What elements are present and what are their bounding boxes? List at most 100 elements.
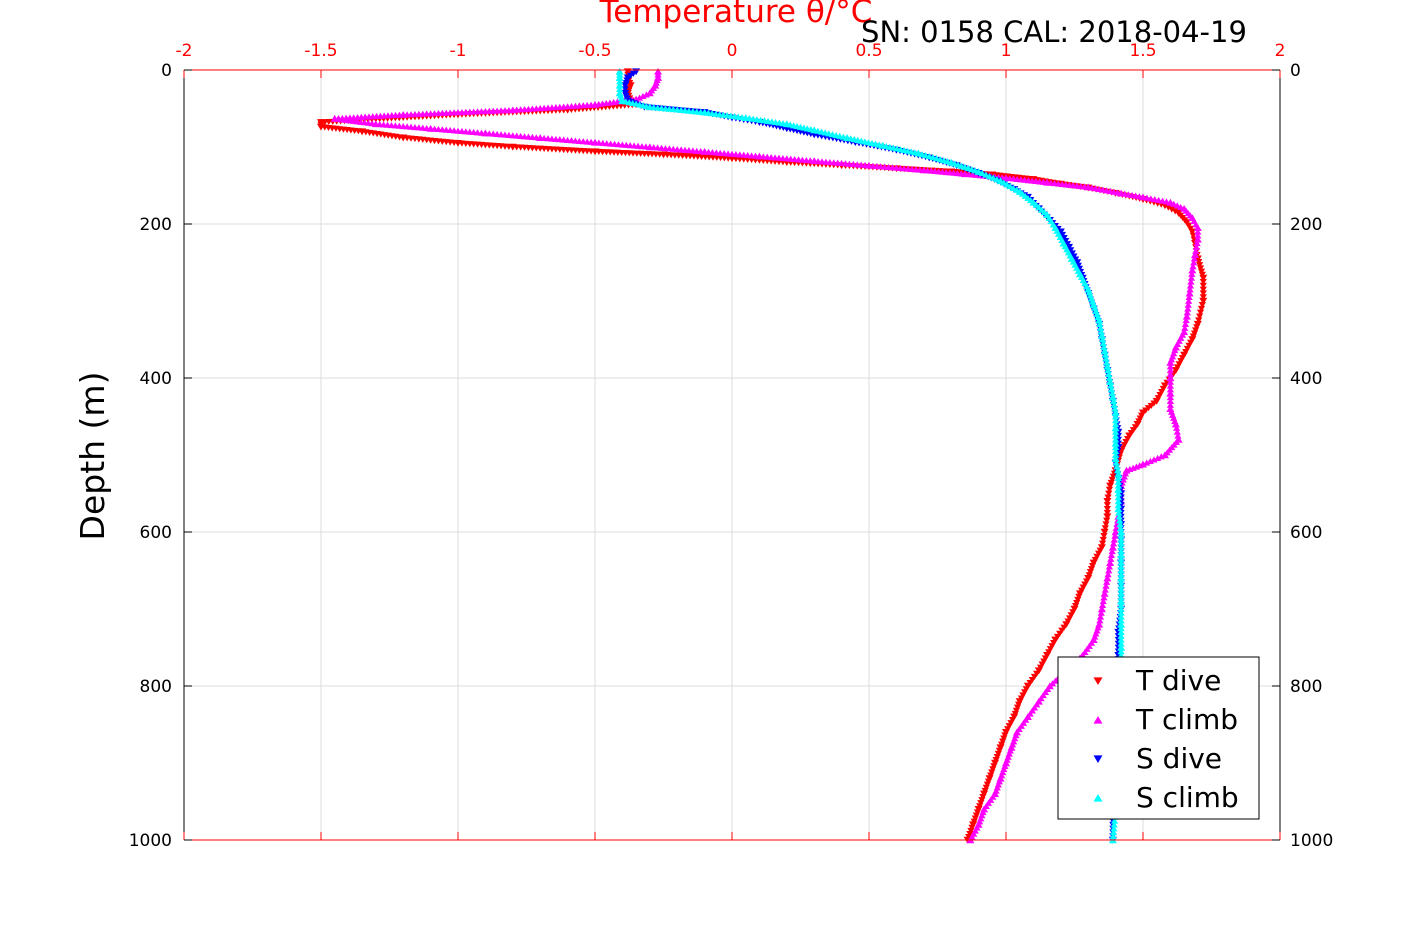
- profile-marker: [1117, 582, 1125, 589]
- profile-marker: [1099, 340, 1107, 347]
- legend-marker: [1093, 755, 1103, 764]
- profile-marker: [1117, 567, 1125, 574]
- profile-marker: [1166, 397, 1174, 404]
- profile-marker: [1095, 550, 1103, 557]
- profile-marker: [1106, 559, 1114, 566]
- profile-marker: [1097, 609, 1105, 616]
- profile-marker: [1110, 817, 1119, 824]
- profile-marker: [1069, 609, 1077, 616]
- y-tick-labels-right: 0 200 400 600 800 1000: [1290, 61, 1333, 851]
- profile-marker: [1040, 658, 1048, 665]
- profile-marker: [1105, 563, 1114, 570]
- axes-frame: [183, 69, 1281, 841]
- profile-marker: [1098, 601, 1107, 609]
- profile-marker: [991, 760, 999, 767]
- profile-marker: [1058, 627, 1066, 634]
- profile-marker: [1181, 324, 1189, 331]
- legend-box: [1057, 656, 1260, 820]
- profile-marker: [1057, 228, 1065, 235]
- profile-marker: [1086, 569, 1094, 576]
- profile-marker: [1194, 321, 1202, 328]
- profile-marker: [1098, 332, 1106, 339]
- profile-marker: [1183, 345, 1191, 352]
- series-s-climb: [615, 67, 1126, 844]
- profile-marker: [975, 168, 983, 175]
- profile-marker: [970, 818, 978, 825]
- profile-marker: [966, 830, 974, 838]
- profile-marker: [1112, 451, 1120, 458]
- profile-marker: [616, 71, 624, 78]
- profile-marker: [1065, 244, 1073, 251]
- legend-marker: [1093, 793, 1103, 802]
- profile-marker: [1019, 692, 1027, 699]
- profile-marker: [1168, 206, 1176, 213]
- profile-marker: [1104, 494, 1112, 501]
- profile-marker: [1058, 231, 1067, 239]
- profile-marker: [1117, 601, 1125, 609]
- profile-marker: [972, 812, 981, 819]
- profile-marker: [979, 794, 987, 801]
- profile-marker: [975, 806, 983, 813]
- profile-marker: [1117, 640, 1125, 647]
- profile-marker: [1117, 598, 1125, 605]
- profile-marker: [1190, 259, 1198, 266]
- profile-marker: [1016, 698, 1024, 705]
- profile-marker: [1000, 735, 1008, 742]
- profile-marker: [1041, 655, 1050, 662]
- profile-marker: [1085, 572, 1093, 579]
- profile-marker: [1117, 544, 1125, 551]
- profile-marker: [1150, 456, 1158, 463]
- profile-marker: [1116, 517, 1124, 524]
- profile-marker: [1064, 618, 1072, 625]
- profile-marker: [1115, 509, 1123, 516]
- profile-marker: [1199, 290, 1207, 297]
- profile-marker: [1196, 309, 1205, 316]
- profile-marker: [1122, 439, 1130, 446]
- profile-marker: [1143, 459, 1151, 466]
- data-series: [317, 67, 1208, 844]
- y-tick-label-right: 600: [1290, 523, 1322, 543]
- profile-marker: [1187, 278, 1195, 285]
- profile-marker: [1125, 432, 1133, 439]
- profile-marker: [1101, 347, 1109, 354]
- profile-marker: [1117, 532, 1125, 539]
- profile-marker: [1060, 624, 1068, 631]
- profile-marker: [1114, 497, 1122, 505]
- profile-marker: [1192, 327, 1200, 334]
- profile-marker: [1103, 578, 1111, 585]
- profile-marker: [1195, 317, 1203, 324]
- profile-marker: [1182, 348, 1190, 356]
- profile-marker: [985, 775, 994, 782]
- profile-marker: [1198, 301, 1206, 309]
- profile-marker: [1194, 228, 1202, 235]
- profile-marker: [654, 71, 662, 78]
- profile-marker: [1175, 361, 1183, 368]
- profile-marker: [984, 778, 993, 785]
- profile-marker: [1117, 551, 1125, 558]
- profile-marker: [1068, 250, 1076, 257]
- profile-marker: [985, 173, 994, 180]
- profile-marker: [1073, 599, 1081, 607]
- profile-marker: [1010, 713, 1018, 721]
- profile-marker: [1184, 301, 1192, 308]
- profile-marker: [1114, 471, 1122, 478]
- chart-subtitle: SN: 0158 CAL: 2018-04-19: [861, 15, 1247, 49]
- profile-marker: [1189, 263, 1197, 270]
- profile-marker: [1002, 729, 1010, 736]
- profile-marker: [616, 68, 624, 75]
- profile-marker: [1117, 559, 1125, 566]
- profile-marker: [1112, 528, 1120, 535]
- y-tick-label-right: 1000: [1290, 831, 1333, 851]
- profile-marker: [1043, 652, 1051, 659]
- legend-marker: [1093, 677, 1103, 686]
- profile-marker: [1117, 617, 1125, 624]
- profile-marker: [1117, 621, 1125, 628]
- profile-marker: [616, 74, 624, 81]
- profile-marker: [1103, 363, 1111, 370]
- profile-marker: [980, 790, 988, 798]
- profile-marker: [1096, 613, 1105, 620]
- profile-marker: [1095, 317, 1103, 324]
- y-axis-label: Depth (m): [73, 372, 112, 541]
- profile-marker: [1082, 578, 1091, 585]
- profile-marker: [990, 763, 998, 770]
